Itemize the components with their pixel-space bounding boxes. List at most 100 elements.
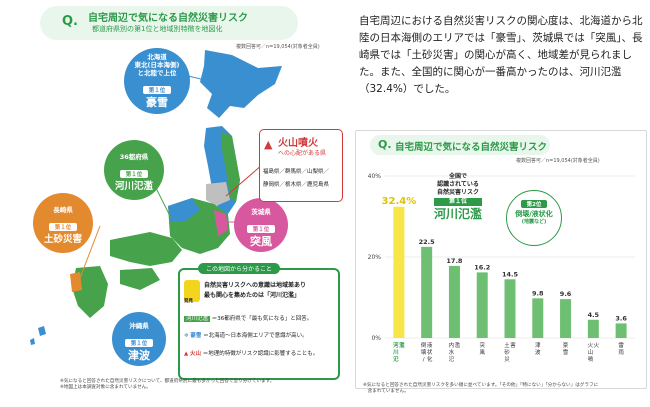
volcano-prefs-1: 福島県／群馬県／山梨県／ — [263, 169, 330, 175]
36-prefectures-bubble: 36都府県 第１位 河川氾濫 — [104, 140, 164, 200]
chart-q-mark: Q. — [378, 138, 392, 151]
chart-question-header — [370, 135, 550, 155]
callout2-rank: 第2位 — [520, 200, 548, 208]
bar — [393, 206, 405, 338]
bar-value-label: 3.6 — [615, 314, 627, 322]
bar — [587, 319, 599, 338]
kyushu-shape — [72, 266, 108, 318]
findings-title: この地図から分かること — [198, 263, 281, 274]
hokkaido-shape — [200, 50, 282, 118]
bubble-region: 茨城県 — [251, 208, 271, 216]
category-label: 雷雨 — [618, 342, 624, 356]
bar — [532, 298, 544, 338]
map-footnote-2: ※地図上は本調査対象に含まれていません。 — [60, 385, 151, 390]
bubble-region: 北海道 — [147, 53, 167, 61]
legend-river-text: ＝36都府県で「最も気になる」と回答。 — [211, 316, 313, 322]
callout-rank: 第１位 — [434, 198, 482, 206]
category-label: 豪雪 — [563, 341, 569, 356]
hokuriku-shape — [168, 198, 200, 222]
bubble-rank: 第１位 — [142, 86, 172, 94]
legend-snow: ❄ 豪雪 ＝北海道〜日本海側エリアで意識が高い。 — [184, 333, 308, 340]
bubble-region: 東北(日本海側) — [134, 61, 180, 69]
lightbulb-icon — [184, 280, 200, 302]
okinawa-bubble: 沖縄県 第１位 津波 — [112, 312, 166, 366]
callout2-sub: (地震など) — [521, 219, 547, 225]
bubble-rank: 第１位 — [124, 339, 154, 347]
y-tick-label: 40% — [368, 173, 382, 180]
callout-text-1: 全国で — [448, 173, 467, 180]
bar — [421, 246, 433, 338]
bubble-risk: 津波 — [128, 349, 150, 362]
y-tick-label: 0% — [371, 335, 381, 342]
ibaraki-bubble: 茨城県 第１位 突風 — [234, 198, 288, 252]
map-title: 自宅周辺で気になる自然災害リスク — [88, 13, 248, 24]
bar-value-label: 22.5 — [419, 238, 436, 246]
bar-value-label: 9.8 — [532, 289, 544, 297]
volcano-prefs-2: 静岡県／栃木県／鹿児島県 — [263, 182, 330, 188]
bubble-rank: 第１位 — [246, 225, 276, 233]
callout-main: 河川氾濫 — [433, 207, 482, 221]
legend-snow-text: ＝北海道〜日本海側エリアで意識が高い。 — [203, 333, 308, 339]
nagasaki-bubble: 長崎県 第１位 土砂災害 — [33, 193, 93, 253]
category-label: 突風 — [479, 341, 485, 356]
legend-volcano-text: ＝地理的特徴がリスク認識に影響することも。 — [202, 351, 319, 357]
volcano-icon: ▲ — [264, 138, 273, 151]
chart-note: 複数回答可／n=19,054(対象者全員) — [516, 158, 600, 164]
bar-value-label: 9.6 — [560, 290, 572, 298]
bar — [504, 279, 516, 338]
bar-value-label: 16.2 — [474, 263, 490, 271]
bar-chart: 0% 20% 40% 32.4% 河川氾濫 22.5 倒壊/液状化 17.8 内水氾濫 16.2… — [368, 173, 635, 363]
map-note: 複数回答可／n=19,054(対象者全員) — [236, 44, 320, 50]
bar — [560, 299, 572, 338]
kinki-shape — [110, 232, 182, 266]
map-subtitle: 都道府県別の第1位と地域別特徴を地図化 — [92, 25, 223, 33]
bubble-rank: 第１位 — [48, 223, 78, 231]
bubble-region: と北陸で上位 — [137, 69, 177, 77]
nagasaki-shape — [70, 272, 82, 292]
bubble-risk: 河川氾濫 — [114, 181, 153, 192]
finding-2: 最も関心を集めたのは「河川氾濫」 — [204, 292, 301, 299]
tohoku-pacific-shape — [222, 132, 240, 202]
callout-second-risk: 第2位 倒壊/液状化 (地震など) — [506, 190, 562, 246]
bubble-rank: 第１位 — [119, 170, 149, 178]
legend-volcano-tag: 火山 — [189, 351, 201, 357]
findings-box — [178, 268, 340, 380]
bubble-region: 36都府県 — [119, 153, 149, 161]
bar — [476, 272, 488, 338]
legend-river-tag: 河川氾濫 — [184, 316, 211, 322]
map-question-header — [40, 6, 298, 40]
map-panel: Q. 自宅周辺で気になる自然災害リスク 都道府県別の第1位と地域別特徴を地図化 … — [30, 6, 343, 390]
chart-footnote: ※気になると回答された自然災害リスクを多い順に並べています。「その他」「特にない… — [363, 383, 598, 395]
category-label: 津波 — [535, 342, 541, 356]
bar-value-label: 4.5 — [588, 311, 600, 319]
bubble-risk: 土砂災害 — [43, 234, 82, 245]
category-label: 内水氾濫 — [449, 341, 461, 363]
fukushima-shape — [206, 182, 230, 206]
volcano-box — [259, 129, 343, 202]
legend-volcano: ▲ 火山 ＝地理的特徴がリスク認識に影響することも。 — [184, 351, 318, 358]
bubble-region: 沖縄県 — [129, 322, 149, 330]
volcano-subtitle: への心配がある県 — [278, 150, 327, 157]
category-label: 土砂災害 — [504, 341, 516, 363]
ibaraki-shape — [214, 210, 228, 236]
snowflake-icon: ❄ — [184, 333, 189, 339]
bar-value-label: 32.4% — [382, 196, 417, 207]
chart-title: 自宅周辺で気になる自然災害リスク — [395, 142, 548, 153]
bar-value-label: 17.8 — [446, 257, 463, 265]
category-label: 河川氾濫 — [392, 341, 405, 363]
category-label: 火山噴火 — [588, 343, 600, 363]
discovery-badge: 発見 — [184, 299, 193, 304]
japan-map-graphic — [30, 50, 282, 345]
hokkaido-bubble: 北海道 東北(日本海側) と北陸で上位 第１位 豪雪 — [124, 48, 190, 114]
category-label: 倒壊/液状化 — [421, 341, 433, 363]
volcano-title: 火山噴火 — [278, 138, 318, 149]
bar-value-label: 14.5 — [502, 270, 519, 278]
callout-text-2: 認識されている — [437, 181, 479, 188]
bar — [448, 265, 460, 338]
chart-footnote-2: 含まれていません。 — [363, 389, 409, 394]
map-footnote-1: ※気になると回答された自然災害リスクについて、都道府県別に最も多かった回答で塗り… — [60, 379, 275, 384]
callout2-main: 倒壊/液状化 — [515, 210, 553, 218]
callout-text-3: 自然災害リスク — [436, 189, 479, 196]
chart-footnote-1: ※気になると回答された自然災害リスクを多い順に並べています。「その他」「特にない… — [363, 383, 599, 388]
bubble-risk: 突風 — [250, 235, 272, 248]
